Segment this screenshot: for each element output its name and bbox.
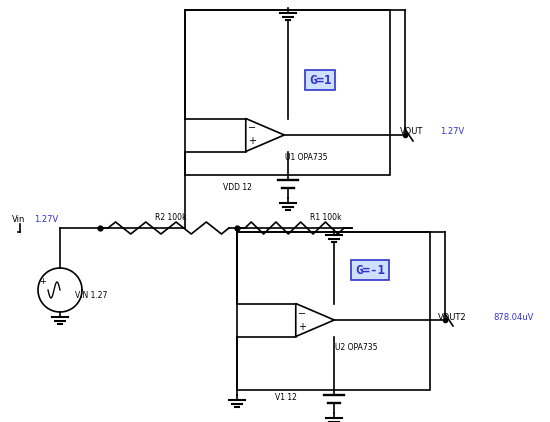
- Text: −: −: [248, 124, 256, 133]
- Text: G=-1: G=-1: [355, 263, 385, 276]
- Text: R1 100k: R1 100k: [310, 214, 342, 222]
- Text: +: +: [248, 136, 256, 146]
- Text: −: −: [298, 308, 306, 319]
- Bar: [237, 232, 430, 390]
- Text: 878.04uV: 878.04uV: [493, 314, 534, 322]
- Text: U1 OPA735: U1 OPA735: [285, 154, 327, 162]
- Text: 1.27V: 1.27V: [34, 214, 58, 224]
- Text: +: +: [298, 322, 306, 332]
- Text: G=1: G=1: [309, 73, 331, 87]
- Text: VDD 12: VDD 12: [223, 184, 252, 192]
- Text: U2 OPA735: U2 OPA735: [335, 344, 377, 352]
- Text: +: +: [40, 278, 46, 287]
- Bar: [185, 10, 390, 175]
- Text: VOUT2: VOUT2: [438, 314, 466, 322]
- Text: R2 100k: R2 100k: [155, 214, 186, 222]
- Text: 1.27V: 1.27V: [440, 127, 464, 136]
- Text: Vin: Vin: [12, 214, 25, 224]
- Text: VIN 1.27: VIN 1.27: [75, 290, 107, 300]
- Text: VOUT: VOUT: [400, 127, 424, 136]
- Text: V1 12: V1 12: [275, 393, 297, 403]
